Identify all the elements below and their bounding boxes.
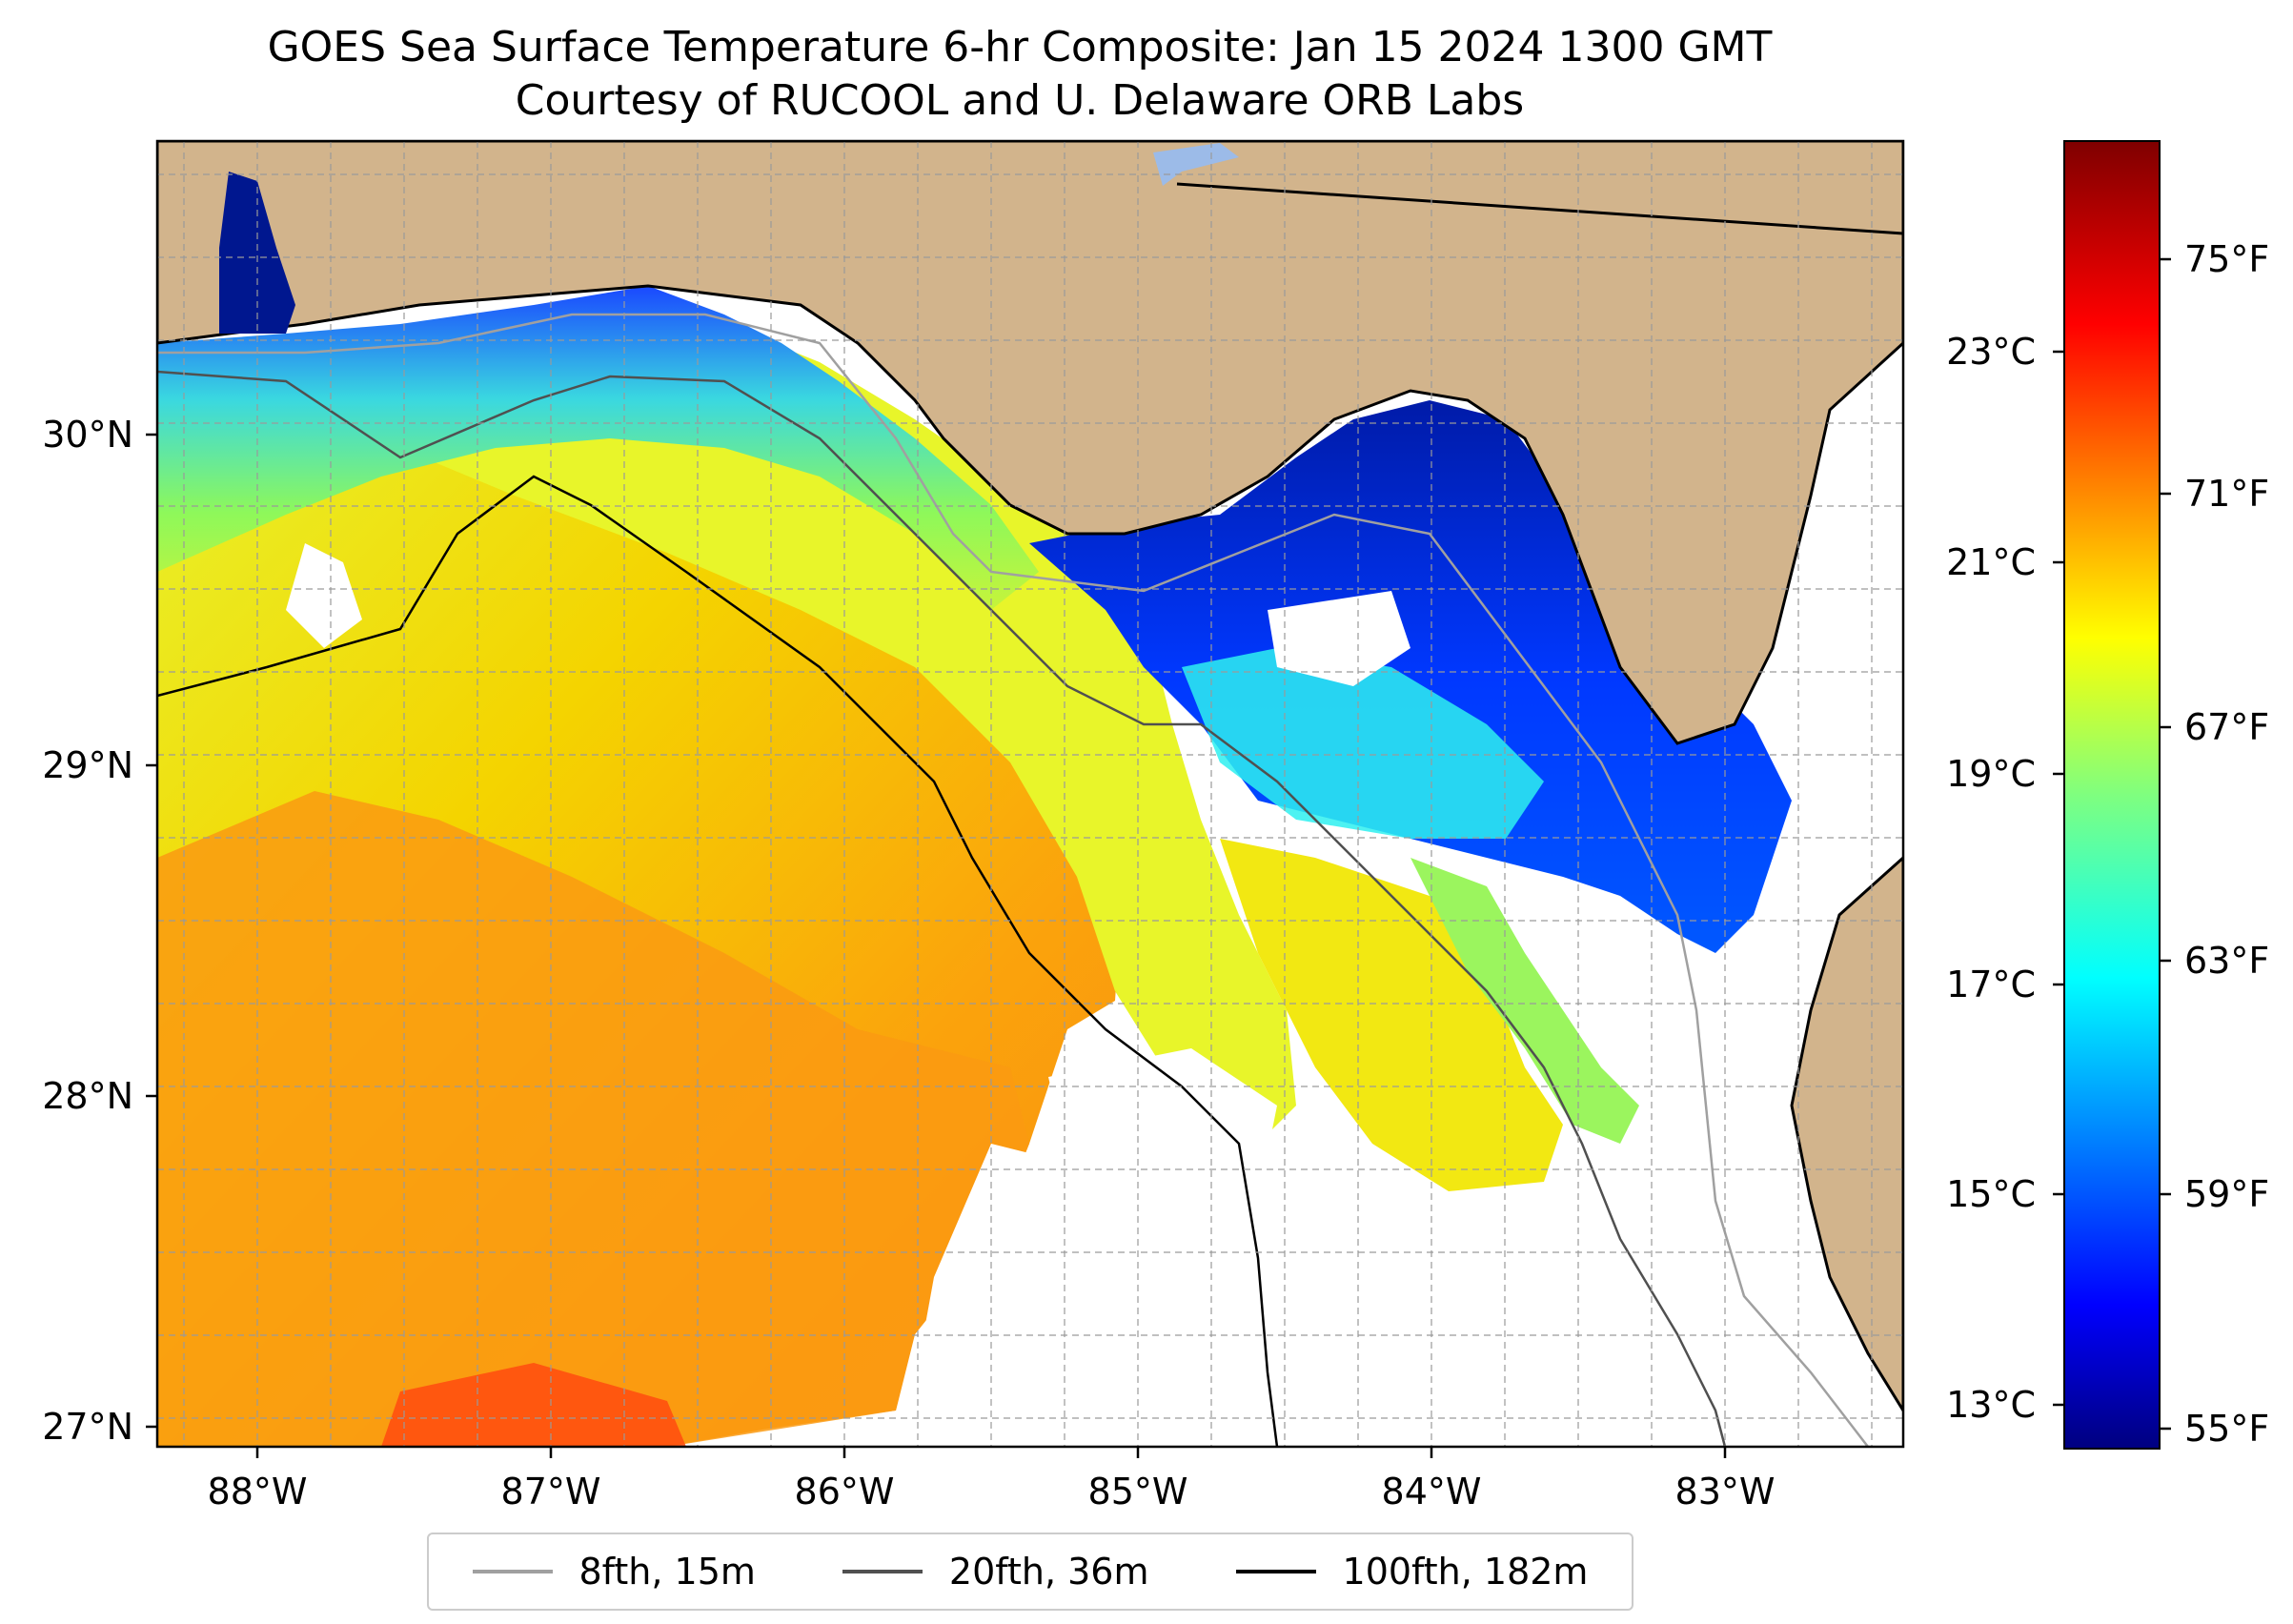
lon-tick-label: 84°W	[1382, 1471, 1482, 1512]
lon-tick-label: 86°W	[795, 1471, 895, 1512]
lon-tick-label: 85°W	[1088, 1471, 1188, 1512]
colorbar-fahrenheit-label: 55°F	[2184, 1408, 2269, 1450]
lon-tick-label: 83°W	[1675, 1471, 1776, 1512]
legend-item-20fth: 20fth, 36m	[842, 1551, 1149, 1593]
lon-tick-label: 87°W	[501, 1471, 601, 1512]
sst-field	[157, 141, 1903, 1447]
legend-item-100fth: 100fth, 182m	[1235, 1551, 1589, 1593]
colorbar-celsius-label: 13°C	[1946, 1384, 2036, 1426]
legend-line-black	[1235, 1570, 1316, 1573]
colorbar-fahrenheit-label: 71°F	[2184, 473, 2269, 515]
colorbar	[2063, 140, 2161, 1450]
map-subtitle: Courtesy of RUCOOL and U. Delaware ORB L…	[515, 76, 1525, 125]
colorbar-celsius-label: 15°C	[1946, 1173, 2036, 1215]
lat-tick-label: 27°N	[42, 1406, 133, 1448]
legend-line-light-gray	[472, 1570, 553, 1573]
lat-tick-label: 29°N	[42, 744, 133, 786]
colorbar-fahrenheit-label: 63°F	[2184, 940, 2269, 982]
lat-tick-label: 28°N	[42, 1075, 133, 1117]
lat-tick-label: 30°N	[42, 414, 133, 456]
legend-line-dark-gray	[842, 1570, 923, 1573]
colorbar-fahrenheit-label: 59°F	[2184, 1173, 2269, 1215]
colorbar-celsius-label: 23°C	[1946, 331, 2036, 373]
legend-item-8fth: 8fth, 15m	[472, 1551, 756, 1593]
legend-label: 8fth, 15m	[578, 1551, 756, 1593]
lon-tick-label: 88°W	[208, 1471, 308, 1512]
colorbar-celsius-label: 17°C	[1946, 964, 2036, 1005]
legend-label: 20fth, 36m	[948, 1551, 1149, 1593]
colorbar-celsius-label: 19°C	[1946, 753, 2036, 795]
map-frame	[155, 139, 1905, 1449]
map-title: GOES Sea Surface Temperature 6-hr Compos…	[267, 23, 1773, 71]
isobath-legend: 8fth, 15m 20fth, 36m 100fth, 182m	[427, 1533, 1634, 1611]
colorbar-fahrenheit-label: 67°F	[2184, 706, 2269, 748]
colorbar-celsius-label: 21°C	[1946, 541, 2036, 583]
legend-label: 100fth, 182m	[1342, 1551, 1589, 1593]
colorbar-fahrenheit-label: 75°F	[2184, 238, 2269, 280]
